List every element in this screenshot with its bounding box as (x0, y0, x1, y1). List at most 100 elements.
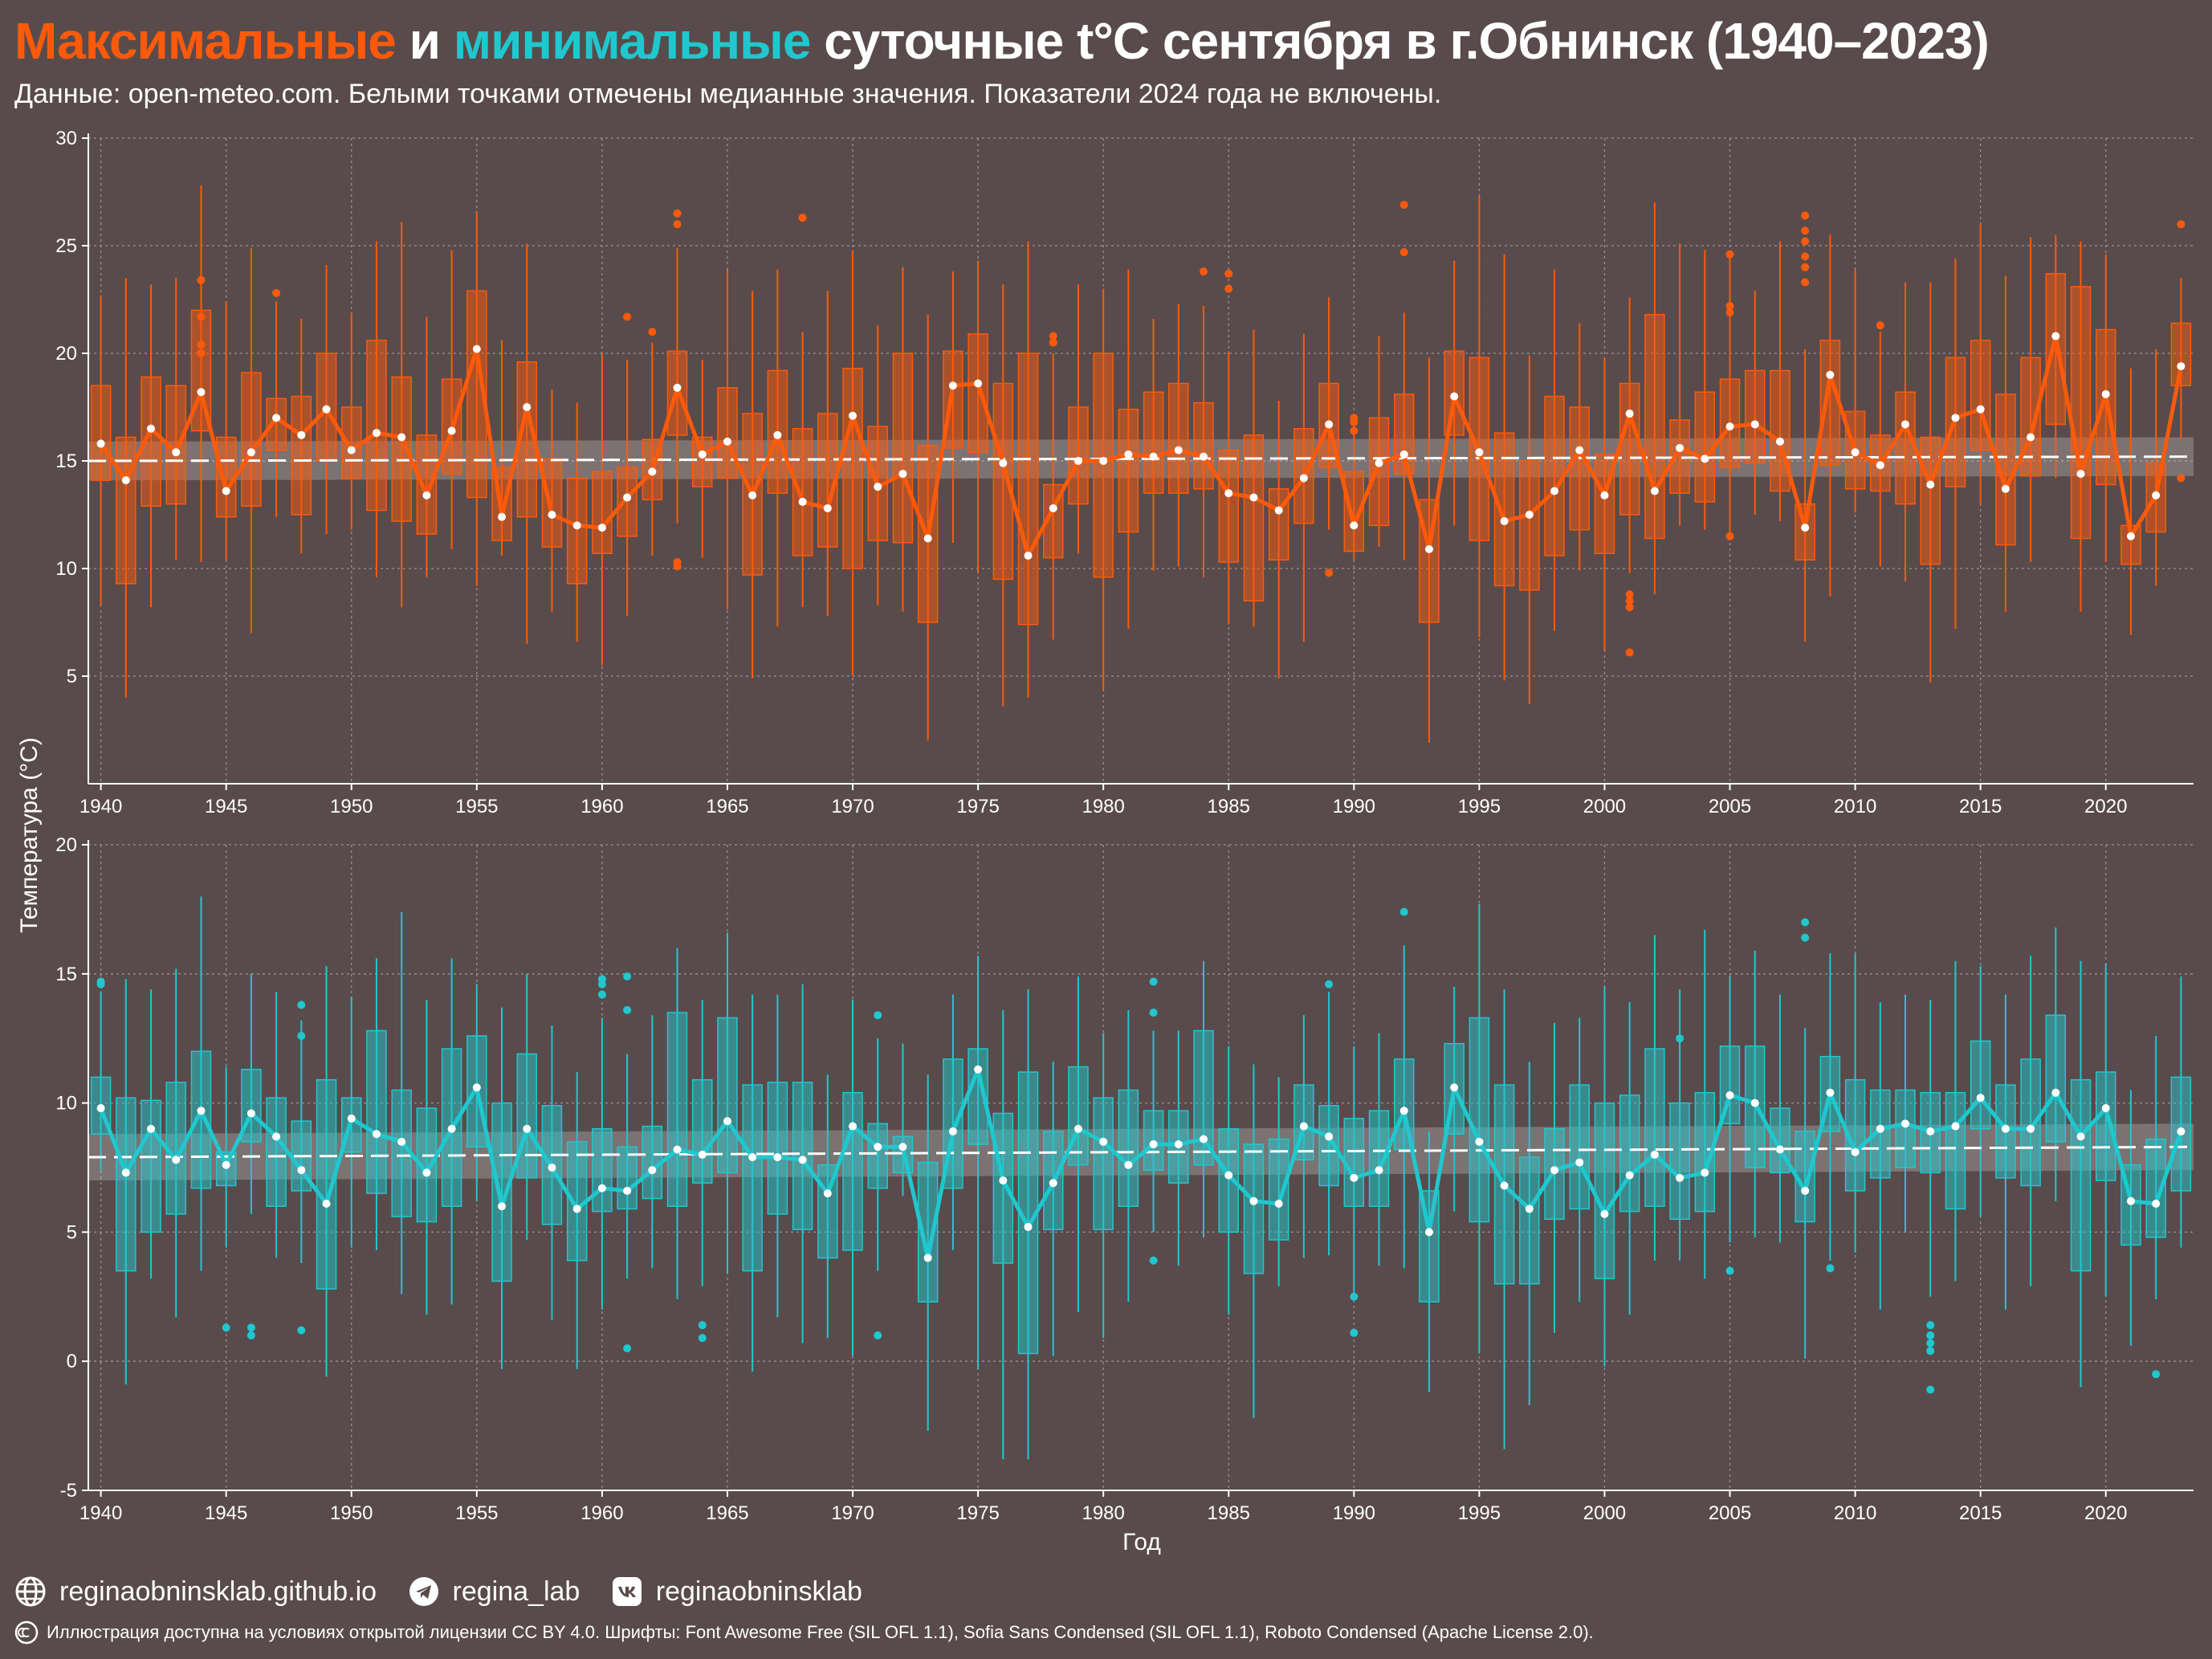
min-median-point-1958 (548, 1164, 556, 1172)
max-ytick-label-4: 25 (55, 235, 77, 257)
min-box-2000 (1594, 1102, 1615, 1280)
max-outlier-20 (1350, 426, 1359, 435)
min-median-point-1999 (1575, 1158, 1584, 1167)
max-temperature-panel: 5 10 15 20 25 30 1940 1945 1950 1955 1960 1965 1970 1… (55, 128, 2194, 817)
min-median-point-1972 (898, 1143, 907, 1152)
max-box-2008 (1794, 503, 1815, 561)
max-outlier-23 (1625, 590, 1634, 599)
min-median-point-1947 (272, 1132, 281, 1141)
min-ytick-label-5: 20 (55, 834, 77, 856)
max-median-point-1978 (1049, 503, 1057, 512)
max-median-point-1980 (1099, 457, 1108, 465)
min-median-point-1943 (172, 1156, 181, 1164)
min-box-1995 (1469, 1017, 1490, 1223)
min-median-point-1981 (1124, 1160, 1133, 1169)
max-box-2018 (2045, 273, 2067, 426)
min-median-point-2014 (1951, 1122, 1960, 1131)
min-median-point-1988 (1299, 1122, 1308, 1131)
min-box-1979 (1068, 1066, 1089, 1166)
title-max: Максимальные (14, 12, 397, 70)
min-median-point-1946 (246, 1109, 255, 1118)
min-outlier-34 (1926, 1385, 1935, 1394)
max-median-point-2007 (1775, 437, 1784, 446)
max-median-point-2010 (1851, 448, 1860, 457)
max-median-point-1951 (372, 429, 381, 438)
min-median-point-1993 (1424, 1228, 1433, 1237)
min-outlier-4 (246, 1331, 255, 1340)
min-median-point-1969 (823, 1189, 832, 1198)
min-median-point-1987 (1274, 1200, 1283, 1209)
min-box-1992 (1394, 1058, 1415, 1151)
max-box-1986 (1243, 434, 1265, 601)
max-outlier-29 (1725, 308, 1734, 317)
max-median-point-1941 (121, 476, 130, 485)
min-median-point-1998 (1550, 1166, 1559, 1175)
min-median-point-1940 (96, 1104, 105, 1113)
max-median-point-1949 (322, 405, 331, 414)
min-median-point-1948 (297, 1166, 306, 1175)
max-outlier-27 (1725, 250, 1734, 259)
min-median-point-2007 (1775, 1145, 1784, 1154)
min-ytick-label-2: 5 (67, 1221, 77, 1243)
min-box-1965 (717, 1017, 738, 1174)
max-box-2009 (1819, 340, 1841, 467)
max-median-point-2013 (1926, 480, 1935, 489)
max-box-1977 (1017, 353, 1039, 626)
title-rest: суточные t°C сентября в г.Обнинск (1940–… (810, 12, 1990, 70)
max-median-point-1940 (96, 439, 105, 448)
min-median-point-2011 (1876, 1124, 1884, 1133)
min-median-point-1982 (1149, 1140, 1158, 1149)
min-xtick-label-16: 2020 (2084, 1502, 2127, 1524)
min-box-1981 (1118, 1089, 1139, 1207)
max-median-point-1999 (1575, 446, 1584, 454)
min-median-point-1966 (748, 1153, 757, 1162)
max-box-1961 (617, 467, 638, 537)
max-outlier-17 (1325, 569, 1334, 577)
min-xtick-label-2: 1950 (330, 1502, 373, 1524)
max-median-point-2008 (1801, 524, 1810, 532)
max-box-1996 (1493, 432, 1515, 587)
max-median-point-1988 (1299, 474, 1308, 483)
max-median-point-1963 (673, 383, 682, 392)
max-median-point-1977 (1024, 551, 1033, 560)
footer-link-vk[interactable]: reginaobninsklab (611, 1575, 862, 1608)
min-outlier-32 (1926, 1339, 1935, 1347)
max-box-1948 (291, 395, 312, 516)
max-ytick-label-2: 15 (55, 450, 77, 472)
min-median-point-1956 (498, 1202, 507, 1211)
max-box-2002 (1644, 314, 1665, 540)
max-outlier-13 (1049, 338, 1057, 347)
min-outlier-15 (698, 1334, 707, 1343)
max-median-point-1981 (1124, 450, 1133, 459)
max-outlier-30 (1725, 532, 1734, 540)
min-outlier-23 (1350, 1328, 1359, 1337)
max-xtick-label-7: 1975 (956, 796, 999, 817)
footer-link-telegram[interactable]: regina_lab (408, 1575, 580, 1608)
min-median-point-1961 (623, 1186, 632, 1195)
min-median-point-1955 (472, 1083, 481, 1092)
max-median-point-1997 (1525, 511, 1534, 519)
min-xtick-label-8: 1980 (1082, 1502, 1124, 1524)
max-median-line (99, 334, 2183, 558)
min-box-1941 (116, 1097, 136, 1272)
min-median-point-1950 (347, 1114, 356, 1123)
min-outlier-9 (597, 980, 606, 988)
max-outlier-24 (1625, 597, 1634, 605)
max-outlier-35 (1801, 263, 1810, 271)
max-outlier-21 (1399, 201, 1408, 210)
max-ytick-label-1: 10 (55, 558, 77, 580)
max-box-1999 (1569, 406, 1590, 531)
min-median-point-1945 (222, 1160, 230, 1169)
min-outlier-6 (297, 1031, 306, 1040)
min-box-2013 (1920, 1091, 1941, 1174)
max-median-point-1954 (447, 426, 456, 435)
max-median-point-2002 (1650, 487, 1659, 495)
max-median-point-1995 (1475, 448, 1484, 457)
min-outlier-10 (597, 990, 606, 999)
footer-link-website[interactable]: reginaobninsklab.github.io (14, 1575, 377, 1608)
max-box-2020 (2096, 328, 2116, 486)
max-median-point-1992 (1399, 450, 1408, 459)
min-ytick-label-0: -5 (60, 1480, 77, 1502)
max-outlier-37 (1876, 321, 1884, 330)
min-xtick-label-5: 1965 (706, 1502, 748, 1524)
